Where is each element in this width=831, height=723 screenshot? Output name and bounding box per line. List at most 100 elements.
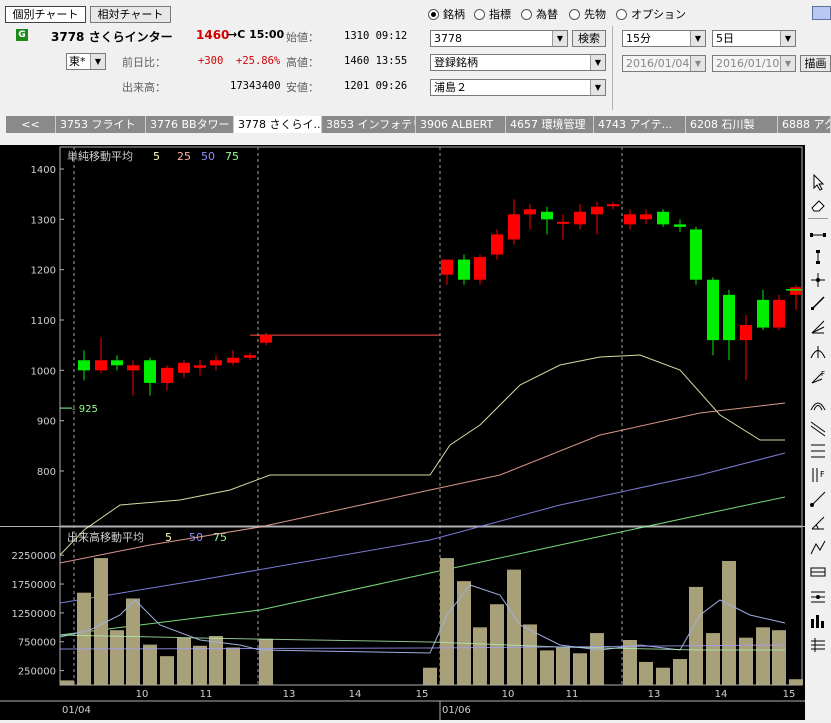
search-button[interactable]: 検索	[572, 30, 606, 47]
interval-select[interactable]: 15分 ▼	[622, 30, 706, 47]
stock-tab[interactable]: 6888 アク	[778, 116, 831, 133]
stock-tab[interactable]: 3753 フライト	[56, 116, 146, 133]
candle	[111, 355, 123, 371]
radio-fx[interactable]: 為替	[521, 6, 558, 22]
tab-scroll-left[interactable]: <<	[6, 116, 56, 133]
crosshair-icon[interactable]	[808, 270, 828, 290]
grid-icon[interactable]	[808, 635, 828, 655]
cursor-icon[interactable]	[808, 172, 828, 192]
list-value: 浦島２	[434, 81, 467, 94]
day-label: 11	[200, 689, 213, 700]
stock-tab[interactable]: 6208 石川製	[686, 116, 778, 133]
price-tick-label: 1200	[31, 266, 56, 277]
stock-tab[interactable]: 4743 アイテ...	[594, 116, 686, 133]
angle-icon[interactable]	[808, 513, 828, 533]
stock-tab[interactable]: 3776 BBタワー	[146, 116, 234, 133]
parallel-f-icon[interactable]: F	[808, 465, 828, 485]
candle-body	[723, 294, 735, 341]
vertical-line-icon[interactable]	[808, 247, 828, 267]
stock-tab[interactable]: 3853 インフォテリ	[322, 116, 416, 133]
candle	[607, 201, 619, 210]
date-to-select[interactable]: 2016/01/10 ▼	[712, 55, 796, 72]
volume-bar	[259, 638, 273, 685]
volume-panel-title: 出来高移動平均	[67, 530, 144, 544]
ma-line-50	[59, 452, 786, 604]
chevron-down-icon: ▼	[90, 54, 105, 69]
volume-bar	[126, 598, 140, 685]
radio-label: 銘柄	[443, 8, 465, 21]
stock-tab[interactable]: 3778 さくらイ...	[234, 116, 322, 133]
change-percent: +25.86%	[236, 55, 281, 67]
relative-chart-button[interactable]: 相対チャート	[90, 6, 171, 23]
day-label: 13	[648, 689, 661, 700]
stock-tab-bar	[6, 116, 831, 133]
candle-body	[674, 224, 686, 227]
window-corner-button[interactable]	[812, 6, 831, 20]
span-select[interactable]: 5日 ▼	[712, 30, 796, 47]
svg-text:F: F	[820, 470, 825, 479]
fan-line-icon[interactable]	[808, 317, 828, 337]
svg-text:F: F	[821, 370, 825, 378]
volume-bar	[77, 592, 91, 685]
open-label: 始値：	[286, 31, 319, 44]
segment-icon[interactable]	[808, 225, 828, 245]
radio-stock[interactable]: 銘柄	[428, 6, 465, 22]
candle	[508, 199, 520, 245]
channel-icon[interactable]	[808, 441, 828, 461]
eraser-icon[interactable]	[808, 195, 828, 215]
date-label: 01/04	[62, 705, 91, 716]
symbol-input[interactable]: 3778 ▼	[430, 30, 568, 47]
day-label: 15	[416, 689, 429, 700]
price-chart[interactable]: 1400 1300 1200 1100 1000 900 800 単純移動平均 5 25 50 75 出…	[0, 145, 818, 720]
candle	[690, 226, 702, 285]
exchange-select[interactable]: 東* ▼	[66, 53, 106, 70]
candle	[78, 350, 90, 381]
band-icon[interactable]	[808, 562, 828, 582]
radio-dot	[428, 8, 439, 20]
candle	[95, 337, 107, 373]
day-label: 10	[136, 689, 149, 700]
radio-futures[interactable]: 先物	[569, 6, 606, 22]
fibonacci-icon[interactable]	[808, 341, 828, 361]
candle-body	[194, 365, 206, 368]
change-value: +300	[198, 55, 224, 67]
individual-chart-button[interactable]: 個別チャート	[5, 6, 86, 23]
polyline-icon[interactable]	[808, 538, 828, 558]
candle-body	[524, 209, 536, 215]
draw-button[interactable]: 描画	[800, 55, 831, 72]
list-select[interactable]: 浦島２ ▼	[430, 79, 606, 96]
candle	[210, 355, 222, 371]
volume-bar	[590, 633, 604, 685]
ray-icon[interactable]	[808, 489, 828, 509]
volume-bar	[556, 647, 570, 685]
candle-body	[541, 211, 553, 220]
radio-dot	[569, 8, 580, 20]
watchlist-select[interactable]: 登録銘柄 ▼	[430, 54, 606, 71]
trend-line-icon[interactable]	[808, 293, 828, 313]
candle-body	[178, 362, 190, 373]
stock-name: 3778 さくらインター	[51, 30, 173, 44]
volume-bar	[209, 635, 223, 685]
stock-tab[interactable]: 3906 ALBERT	[416, 116, 506, 133]
arc-icon[interactable]	[808, 393, 828, 413]
low-label: 安値：	[286, 81, 319, 94]
radio-index[interactable]: 指標	[474, 6, 511, 22]
day-label: 14	[349, 689, 362, 700]
fibonacci-f-icon[interactable]: F	[808, 367, 828, 387]
radio-options[interactable]: オプション	[616, 6, 686, 22]
bars-icon[interactable]	[808, 611, 828, 631]
candle-body	[757, 299, 769, 328]
chart-area[interactable]: 1400 1300 1200 1100 1000 900 800 単純移動平均 5 25 50 75 出…	[0, 145, 818, 720]
candle-body	[574, 211, 586, 225]
regression-icon[interactable]	[808, 417, 828, 437]
candle	[574, 204, 586, 230]
volume-bar	[110, 630, 124, 685]
date-from-select[interactable]: 2016/01/04 ▼	[622, 55, 706, 72]
candle-body	[491, 234, 503, 255]
candle	[144, 357, 156, 396]
pivot-icon[interactable]	[808, 587, 828, 607]
header-divider	[612, 26, 613, 110]
open-value: 1310 09:12	[344, 30, 408, 42]
stock-tab[interactable]: 4657 環境管理	[506, 116, 594, 133]
radio-label: 指標	[489, 8, 511, 21]
